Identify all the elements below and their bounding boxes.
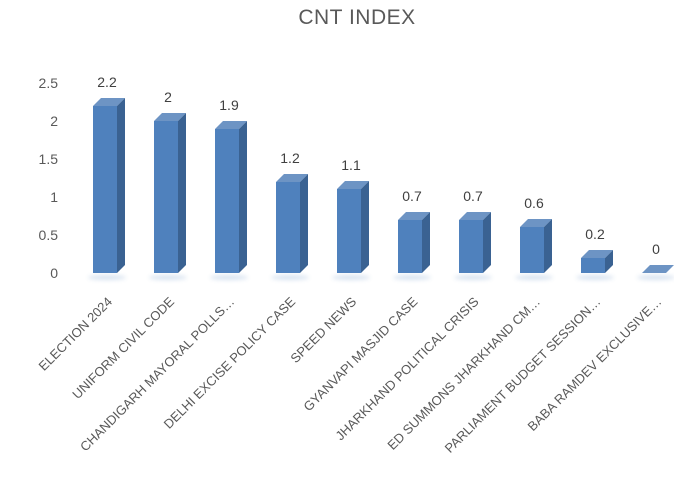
bar-shadow <box>454 275 492 280</box>
bar-value-label: 0 <box>652 241 660 257</box>
bar-side-face <box>178 113 186 273</box>
bar-value-label: 0.7 <box>402 188 422 204</box>
bar-side-face <box>300 174 308 273</box>
bar-top-face <box>337 181 369 189</box>
bar-shadow <box>88 275 126 280</box>
bar-shadow <box>393 275 431 280</box>
bar-side-face <box>544 219 552 273</box>
bar-front-face <box>276 182 300 273</box>
bar <box>520 219 552 273</box>
bar-value-label: 1.9 <box>219 97 239 113</box>
bar-side-face <box>117 98 125 273</box>
bar-value-label: 0.2 <box>585 226 605 242</box>
bar-top-face <box>642 265 674 273</box>
bar <box>154 113 186 273</box>
bar-front-face <box>337 189 361 273</box>
bar-side-face <box>605 250 613 273</box>
y-axis-tick-label: 2 <box>50 113 58 129</box>
bar-value-label: 1.1 <box>341 157 361 173</box>
category-label: UNIFORM CIVIL CODE <box>68 294 177 402</box>
bar-top-face <box>459 212 491 220</box>
bar-top-face <box>520 219 552 227</box>
category-label: DELHI EXCISE POLICY CASE <box>160 294 299 432</box>
bar <box>459 212 491 273</box>
bar-value-label: 2 <box>164 89 172 105</box>
bar-side-face <box>361 181 369 273</box>
bar-value-label: 1.2 <box>280 150 300 166</box>
bar-side-face <box>483 212 491 273</box>
category-label: GYANVAPI MASJID CASE <box>300 294 421 415</box>
bar-shadow <box>576 275 614 280</box>
bar-front-face <box>215 129 239 273</box>
bar <box>276 174 308 273</box>
bar <box>93 98 125 273</box>
y-axis-tick-label: 2.5 <box>38 75 58 91</box>
y-axis-tick-label: 1 <box>50 189 58 205</box>
bar <box>581 250 613 273</box>
bar-value-label: 0.6 <box>524 195 544 211</box>
bar-side-face <box>422 212 430 273</box>
bar-top-face <box>581 250 613 258</box>
bar-top-face <box>276 174 308 182</box>
bar-shadow <box>271 275 309 280</box>
bar-side-face <box>239 121 247 273</box>
bar-top-face <box>154 113 186 121</box>
chart-title: CNT INDEX <box>298 6 416 29</box>
bar-shadow <box>210 275 248 280</box>
bar-top-face <box>93 98 125 106</box>
y-axis-tick-label: 1.5 <box>38 151 58 167</box>
bar <box>337 181 369 273</box>
bar-shadow <box>332 275 370 280</box>
bar-front-face <box>520 227 544 273</box>
bar-value-label: 2.2 <box>97 74 117 90</box>
bar-front-face <box>93 106 117 273</box>
bar-value-label: 0.7 <box>463 188 483 204</box>
bar-front-face <box>581 258 605 273</box>
bar-shadow <box>149 275 187 280</box>
bar-front-face <box>459 220 483 273</box>
bar <box>398 212 430 273</box>
category-label: BABA RAMDEV EXCLUSIVE… <box>524 294 665 434</box>
bar-shadow <box>515 275 553 280</box>
bar-shadow <box>637 275 674 280</box>
bar-front-face <box>154 121 178 273</box>
bar <box>642 265 674 273</box>
y-axis-tick-label: 0 <box>50 265 58 281</box>
bar-top-face <box>398 212 430 220</box>
bar <box>215 121 247 273</box>
bar-front-face <box>398 220 422 273</box>
y-axis-tick-label: 0.5 <box>38 227 58 243</box>
bar-top-face <box>215 121 247 129</box>
